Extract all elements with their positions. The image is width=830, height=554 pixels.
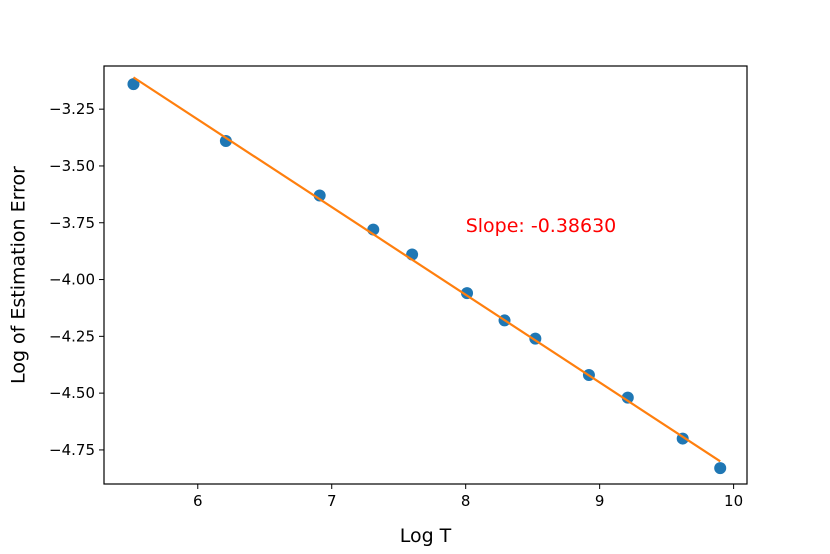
y-tick-label: −4.50: [49, 384, 95, 402]
data-point: [219, 134, 232, 147]
data-point: [127, 78, 140, 91]
y-tick-label: −3.50: [49, 157, 95, 175]
x-tick-label: 8: [461, 492, 471, 510]
axes-frame: [103, 65, 748, 485]
fit-line: [132, 76, 721, 463]
y-tick-label: −4.00: [49, 271, 95, 289]
x-tick-label: 7: [327, 492, 337, 510]
x-tick-label: 10: [724, 492, 743, 510]
data-point: [621, 391, 634, 404]
data-point: [714, 462, 727, 475]
plot-area: [127, 76, 727, 475]
data-point: [461, 287, 474, 300]
y-tick-label: −3.75: [49, 214, 95, 232]
y-axis-label: Log of Estimation Error: [8, 166, 30, 384]
x-axis-label: Log T: [400, 525, 452, 547]
y-tick-label: −3.25: [49, 100, 95, 118]
slope-annotation: Slope: -0.38630: [466, 215, 617, 237]
x-tick-label: 9: [595, 492, 605, 510]
y-tick-label: −4.75: [49, 441, 95, 459]
x-tick-label: 6: [193, 492, 203, 510]
ticks: 6 7 8 9 10 −3.25 −3.50 −3.75 −4.00 −4.25 −4.50 −4.7…: [49, 100, 743, 510]
y-tick-label: −4.25: [49, 327, 95, 345]
